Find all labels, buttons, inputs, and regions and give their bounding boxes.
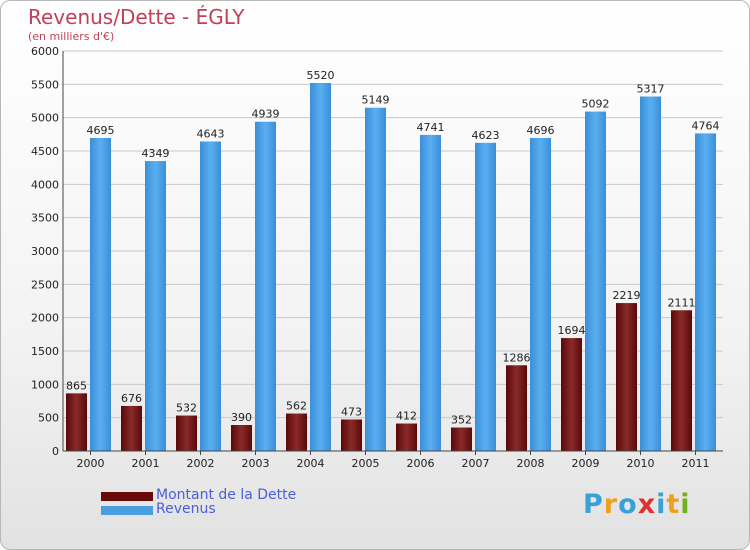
y-tick-label: 4000 [31,178,59,191]
x-tick-label: 2004 [297,457,325,470]
bar-debt-2005 [341,419,362,451]
y-tick-label: 6000 [31,45,59,58]
data-label-revenus-2003: 4939 [252,108,280,121]
data-label-debt-2007: 352 [451,414,472,427]
y-tick-label: 1000 [31,378,59,391]
y-tick-label: 4500 [31,145,59,158]
x-tick-label: 2005 [352,457,380,470]
data-label-debt-2006: 412 [396,410,417,423]
x-tick-label: 2010 [627,457,655,470]
bar-revenus-2001 [145,161,166,452]
x-tick-label: 2003 [242,457,270,470]
data-label-debt-2003: 390 [231,411,252,424]
bar-debt-2007 [451,427,472,451]
bar-debt-2008 [506,365,527,451]
y-tick-label: 1500 [31,345,59,358]
bar-debt-2006 [396,423,417,451]
logo-letter: o [618,489,638,520]
bar-debt-2002 [176,415,197,451]
x-tick-label: 2001 [132,457,160,470]
data-label-revenus-2001: 4349 [142,147,170,160]
bar-revenus-2009 [585,111,606,452]
logo-letter: i [680,489,691,520]
y-tick-label: 0 [52,445,59,458]
y-tick-label: 500 [38,412,59,425]
proxiti-logo: Proxiti [583,489,691,520]
x-tick-label: 2002 [187,457,215,470]
x-tick-label: 2006 [407,457,435,470]
y-tick-label: 3500 [31,212,59,225]
x-tick-label: 2008 [517,457,545,470]
data-label-revenus-2008: 4696 [527,124,555,137]
data-label-debt-2011: 2111 [668,296,696,309]
legend-label-debt: Montant de la Dette [156,487,297,503]
y-tick-label: 5500 [31,78,59,91]
data-label-debt-2001: 676 [121,392,142,405]
data-label-revenus-2007: 4623 [472,129,500,142]
data-label-revenus-2000: 4695 [87,124,115,137]
data-label-revenus-2002: 4643 [197,127,225,140]
data-label-debt-2005: 473 [341,405,362,418]
bar-revenus-2000 [90,138,111,451]
chart-subtitle: (en milliers d'€) [28,30,115,43]
x-tick-label: 2000 [77,457,105,470]
bar-revenus-2007 [475,142,496,452]
legend-swatch-debt [101,492,153,501]
bar-revenus-2006 [420,134,441,451]
bar-debt-2011 [671,310,692,451]
bar-revenus-2004 [310,83,331,451]
logo-letter: t [666,489,681,520]
logo-letter: r [603,489,619,520]
data-label-debt-2002: 532 [176,402,197,415]
bar-debt-2001 [121,405,142,451]
data-label-debt-2004: 562 [286,400,307,413]
data-label-revenus-2004: 5520 [307,69,335,82]
data-label-debt-2009: 1694 [558,324,586,337]
y-tick-label: 5000 [31,112,59,125]
data-label-revenus-2011: 4764 [692,119,720,132]
data-label-debt-2010: 2219 [613,289,641,302]
bar-debt-2004 [286,413,307,451]
data-label-revenus-2006: 4741 [417,121,445,134]
bar-revenus-2011 [695,133,716,451]
x-tick-label: 2009 [572,457,600,470]
x-tick-label: 2011 [682,457,710,470]
data-label-revenus-2010: 5317 [637,83,665,96]
chart-title: Revenus/Dette - ÉGLY [28,5,245,29]
logo-letter: i [656,489,667,520]
logo-letter: x [637,489,657,520]
data-label-revenus-2005: 5149 [362,94,390,107]
data-label-revenus-2009: 5092 [582,98,610,111]
bar-revenus-2010 [640,96,661,452]
bar-revenus-2002 [200,141,221,451]
data-label-debt-2000: 865 [66,379,87,392]
bar-revenus-2003 [255,121,276,451]
logo-letter: P [583,489,604,520]
bar-debt-2009 [561,338,582,451]
bar-debt-2000 [66,393,87,451]
legend-swatch-revenus [101,506,153,515]
bar-debt-2003 [231,425,252,451]
y-tick-label: 2000 [31,312,59,325]
bar-revenus-2008 [530,137,551,451]
y-tick-label: 3000 [31,245,59,258]
legend-label-revenus: Revenus [156,501,216,517]
bar-debt-2010 [616,303,637,451]
data-label-debt-2008: 1286 [503,351,531,364]
y-tick-label: 2500 [31,278,59,291]
bar-revenus-2005 [365,107,386,451]
x-tick-label: 2007 [462,457,490,470]
